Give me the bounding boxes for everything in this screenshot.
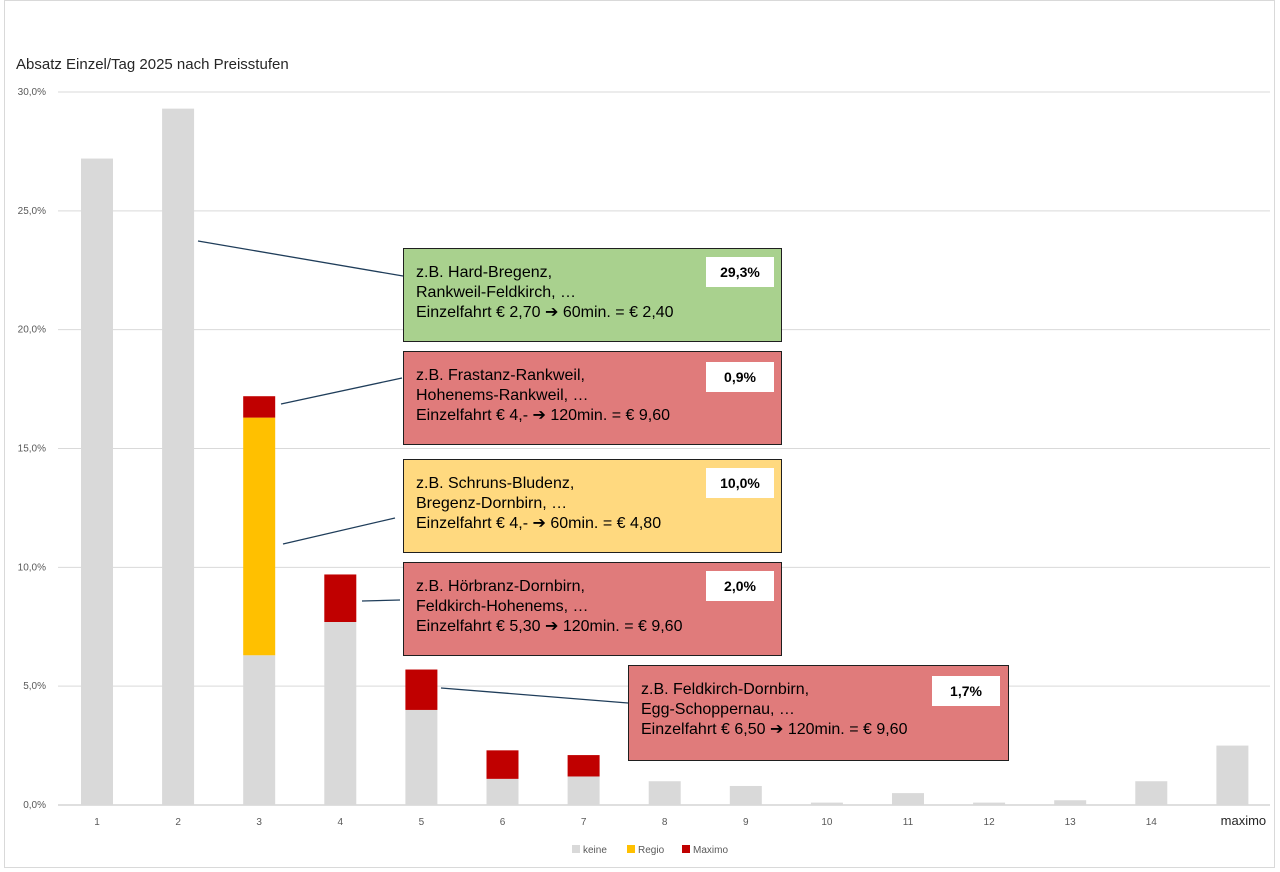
y-tick-label: 5,0% bbox=[23, 681, 46, 692]
legend-swatch-regio bbox=[627, 845, 635, 853]
bar-keine bbox=[162, 108, 195, 806]
y-tick-label: 30,0% bbox=[18, 87, 46, 98]
x-tick-label: 3 bbox=[256, 817, 262, 828]
bar-keine bbox=[1135, 781, 1168, 805]
bar-keine bbox=[810, 802, 843, 805]
bar-maximo bbox=[405, 669, 438, 710]
x-tick-label: 9 bbox=[743, 817, 749, 828]
callout-box: z.B. Schruns-Bludenz, Bregenz-Dornbirn, …… bbox=[403, 459, 782, 553]
x-tick-label: 7 bbox=[581, 817, 587, 828]
callout-line: Einzelfahrt € 2,70 ➔ 60min. = € 2,40 bbox=[416, 304, 674, 321]
callout-line: Feldkirch-Hohenems, … bbox=[416, 598, 589, 615]
callout-percent-badge: 10,0% bbox=[706, 468, 774, 498]
x-tick-label: 14 bbox=[1146, 817, 1158, 828]
callout-line: z.B. Frastanz-Rankweil, bbox=[416, 367, 585, 384]
callout-box: z.B. Feldkirch-Dornbirn, Egg-Schoppernau,… bbox=[628, 665, 1009, 761]
bar-keine bbox=[486, 778, 519, 805]
x-tick-label: 2 bbox=[175, 817, 181, 828]
callout-line: Einzelfahrt € 4,- ➔ 60min. = € 4,80 bbox=[416, 515, 662, 532]
callout-connector bbox=[282, 517, 396, 545]
bar-keine bbox=[81, 158, 113, 806]
callout-box: z.B. Hörbranz-Dornbirn, Feldkirch-Hohenem… bbox=[403, 562, 782, 656]
x-tick-label: 6 bbox=[500, 817, 506, 828]
y-tick-label: 15,0% bbox=[18, 444, 46, 455]
callout-line: z.B. Schruns-Bludenz, bbox=[416, 475, 575, 492]
bar-keine bbox=[973, 802, 1006, 805]
legend-label: keine bbox=[583, 845, 607, 856]
callout-line: Einzelfahrt € 6,50 ➔ 120min. = € 9,60 bbox=[641, 721, 908, 738]
bar-keine bbox=[1054, 800, 1087, 805]
bar-keine bbox=[648, 781, 681, 805]
x-tick-label: 5 bbox=[419, 817, 425, 828]
y-tick-label: 25,0% bbox=[18, 206, 46, 217]
callout-connector bbox=[361, 599, 401, 602]
legend-swatch-keine bbox=[572, 845, 580, 853]
bar-keine bbox=[892, 793, 924, 805]
callout-line: Egg-Schoppernau, … bbox=[641, 701, 795, 718]
bar-maximo bbox=[243, 396, 276, 418]
y-tick-label: 10,0% bbox=[18, 562, 46, 573]
callout-line: z.B. Feldkirch-Dornbirn, bbox=[641, 681, 810, 698]
x-tick-label: 12 bbox=[984, 817, 996, 828]
x-tick-label: maximo bbox=[1221, 813, 1267, 828]
bar-maximo bbox=[324, 574, 357, 622]
bar-maximo bbox=[567, 755, 600, 777]
x-tick-label: 4 bbox=[338, 817, 344, 828]
callout-percent-badge: 1,7% bbox=[932, 676, 1000, 706]
bar-maximo bbox=[486, 750, 519, 779]
callout-line: z.B. Hörbranz-Dornbirn, bbox=[416, 578, 585, 595]
callout-line: Rankweil-Feldkirch, … bbox=[416, 284, 577, 301]
callout-connector bbox=[197, 240, 404, 277]
legend-label: Maximo bbox=[693, 845, 728, 856]
x-tick-label: 13 bbox=[1065, 817, 1077, 828]
legend-swatch-maximo bbox=[682, 845, 690, 853]
callout-line: Einzelfahrt € 5,30 ➔ 120min. = € 9,60 bbox=[416, 618, 683, 635]
bar-keine bbox=[324, 621, 357, 805]
callout-percent-badge: 2,0% bbox=[706, 571, 774, 601]
callout-line: z.B. Hard-Bregenz, bbox=[416, 264, 553, 281]
y-tick-label: 0,0% bbox=[23, 800, 46, 811]
y-tick-label: 20,0% bbox=[18, 325, 46, 336]
callout-percent-badge: 29,3% bbox=[706, 257, 774, 287]
callout-box: z.B. Hard-Bregenz, Rankweil-Feldkirch, … E… bbox=[403, 248, 782, 342]
bar-keine bbox=[729, 785, 762, 805]
bar-keine bbox=[405, 709, 438, 805]
callout-connector bbox=[280, 377, 403, 405]
bar-regio bbox=[243, 417, 276, 656]
legend-label: Regio bbox=[638, 845, 665, 856]
x-tick-label: 8 bbox=[662, 817, 668, 828]
bar-keine bbox=[243, 655, 276, 805]
x-tick-label: 10 bbox=[821, 817, 833, 828]
callout-line: Hohenems-Rankweil, … bbox=[416, 387, 589, 404]
callout-connector bbox=[440, 687, 629, 704]
callout-line: Bregenz-Dornbirn, … bbox=[416, 495, 568, 512]
x-tick-label: 1 bbox=[94, 817, 100, 828]
x-tick-label: 11 bbox=[903, 817, 914, 828]
chart-title: Absatz Einzel/Tag 2025 nach Preisstufen bbox=[16, 56, 289, 73]
callout-percent-badge: 0,9% bbox=[706, 362, 774, 392]
bar-keine bbox=[567, 776, 600, 805]
bar-keine bbox=[1216, 745, 1249, 805]
callout-box: z.B. Frastanz-Rankweil, Hohenems-Rankweil… bbox=[403, 351, 782, 445]
callout-line: Einzelfahrt € 4,- ➔ 120min. = € 9,60 bbox=[416, 407, 670, 424]
